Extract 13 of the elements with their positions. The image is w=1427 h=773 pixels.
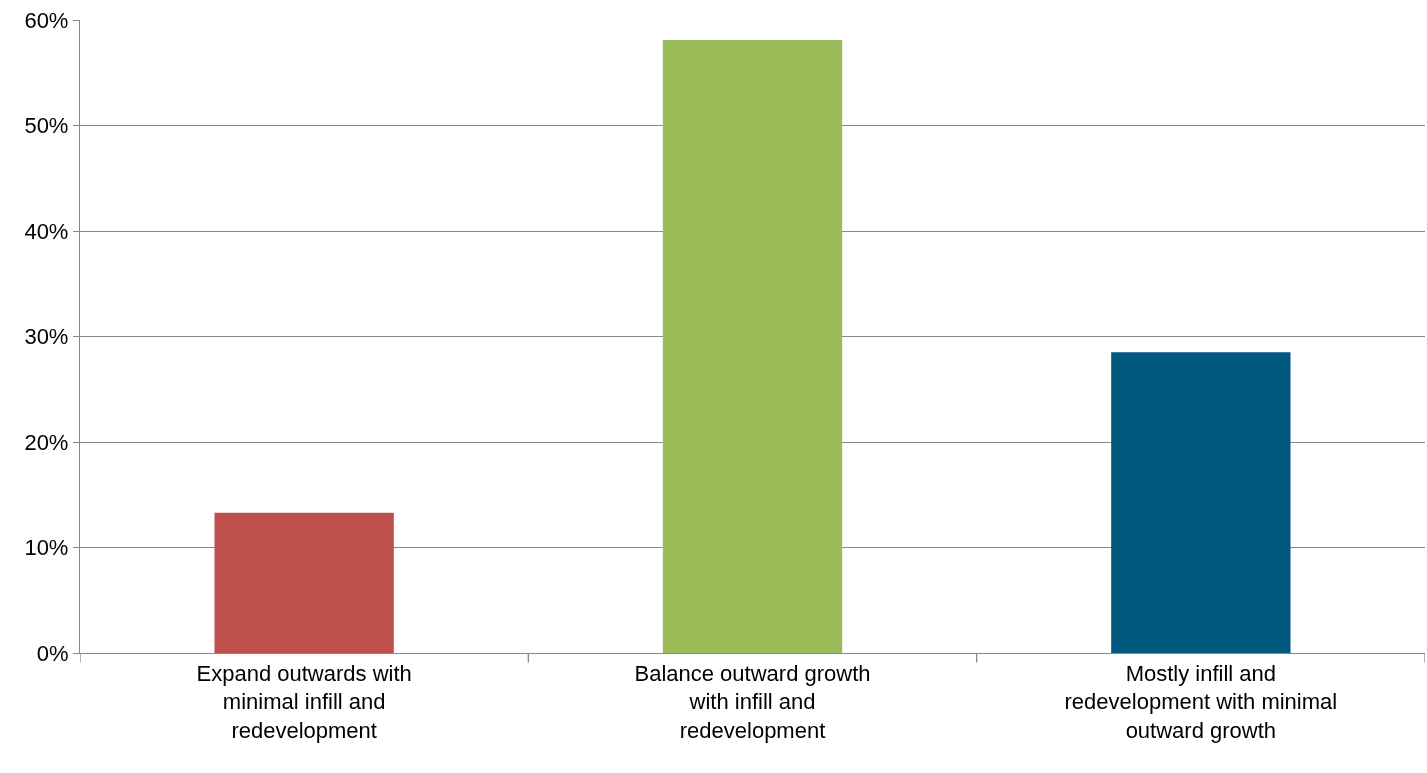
x-tick-label: Balance outward growth with infill and redevelopment bbox=[634, 660, 871, 743]
bar bbox=[1111, 352, 1291, 653]
bar bbox=[662, 40, 843, 653]
y-tick-label: 60% bbox=[24, 7, 69, 33]
y-tick-label: 0% bbox=[36, 640, 69, 666]
y-tick-label: 40% bbox=[24, 218, 69, 244]
y-tick-label: 20% bbox=[24, 429, 69, 455]
x-tick-label: Expand outwards with minimal infill and redevelopment bbox=[196, 660, 412, 743]
y-tick-label: 10% bbox=[24, 535, 69, 561]
bar bbox=[214, 512, 394, 653]
y-tick-label: 50% bbox=[24, 113, 69, 139]
x-tick-label: Mostly infill and redevelopment with minimal outward growth bbox=[1064, 660, 1338, 743]
y-tick-label: 30% bbox=[24, 324, 69, 350]
